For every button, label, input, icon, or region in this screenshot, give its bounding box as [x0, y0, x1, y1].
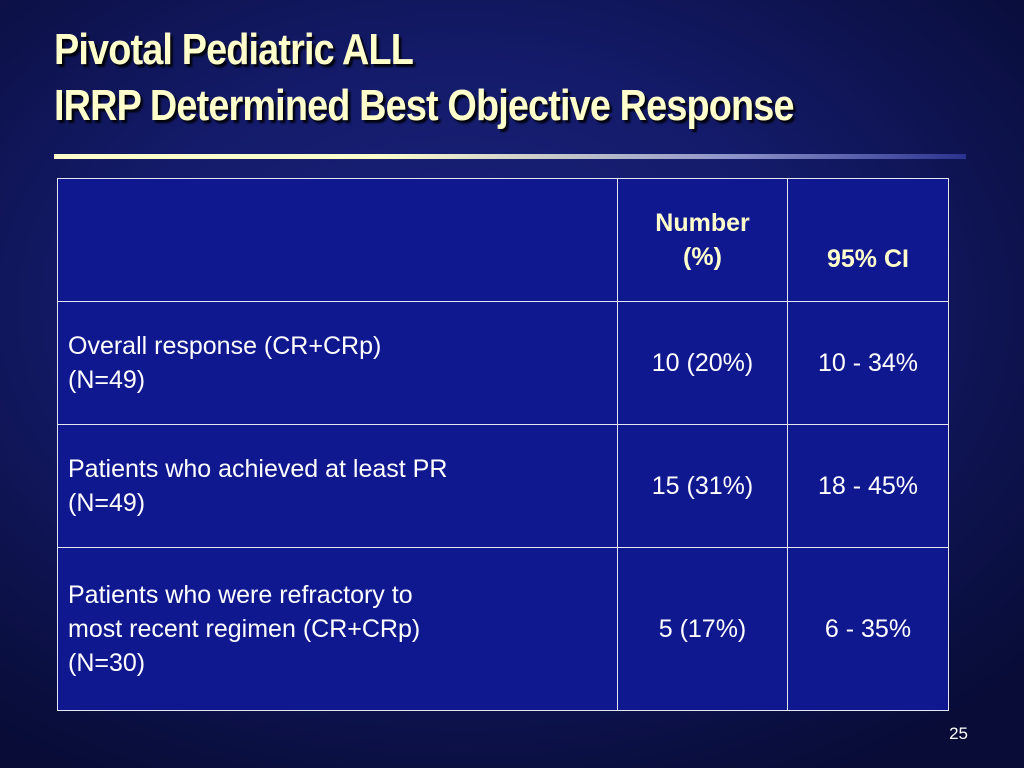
row-label-line: most recent regimen (CR+CRp) [68, 615, 421, 643]
row-number-value: 5 (17%) [617, 547, 788, 711]
header-number-percent: Number (%) [617, 178, 788, 302]
table-header-row: Number (%) 95% CI [57, 178, 949, 302]
slide-title: Pivotal Pediatric ALL IRRP Determined Be… [54, 22, 880, 134]
title-line-2: IRRP Determined Best Objective Response [54, 81, 795, 130]
row-label-line: (N=30) [68, 649, 146, 677]
table-row: Overall response (CR+CRp) (N=49) 10 (20%… [57, 301, 949, 425]
title-underline [54, 154, 966, 159]
row-label-line: Patients who achieved at least PR [68, 455, 448, 483]
row-number-value: 15 (31%) [617, 424, 788, 548]
title-line-1: Pivotal Pediatric ALL [54, 25, 414, 74]
row-label-line: Overall response (CR+CRp) [68, 332, 382, 360]
row-ci-value: 18 - 45% [787, 424, 949, 548]
header-95-ci: 95% CI [787, 178, 949, 302]
row-ci-value: 10 - 34% [787, 301, 949, 425]
header-number-line-2: (%) [683, 243, 722, 271]
row-number-value: 10 (20%) [617, 301, 788, 425]
table-row: Patients who were refractory to most rec… [57, 547, 949, 711]
header-blank-cell [57, 178, 618, 302]
table-row: Patients who achieved at least PR (N=49)… [57, 424, 949, 548]
row-label-line: (N=49) [68, 366, 146, 394]
row-label-refractory: Patients who were refractory to most rec… [57, 547, 618, 711]
header-ci-text: 95% CI [827, 245, 909, 273]
row-label-at-least-pr: Patients who achieved at least PR (N=49) [57, 424, 618, 548]
row-ci-value: 6 - 35% [787, 547, 949, 711]
header-number-line-1: Number [655, 209, 750, 237]
row-label-overall-response: Overall response (CR+CRp) (N=49) [57, 301, 618, 425]
row-label-line: (N=49) [68, 489, 146, 517]
response-table: Number (%) 95% CI Overall response (CR+C… [57, 178, 949, 711]
row-label-line: Patients who were refractory to [68, 581, 413, 609]
page-number: 25 [949, 724, 968, 743]
